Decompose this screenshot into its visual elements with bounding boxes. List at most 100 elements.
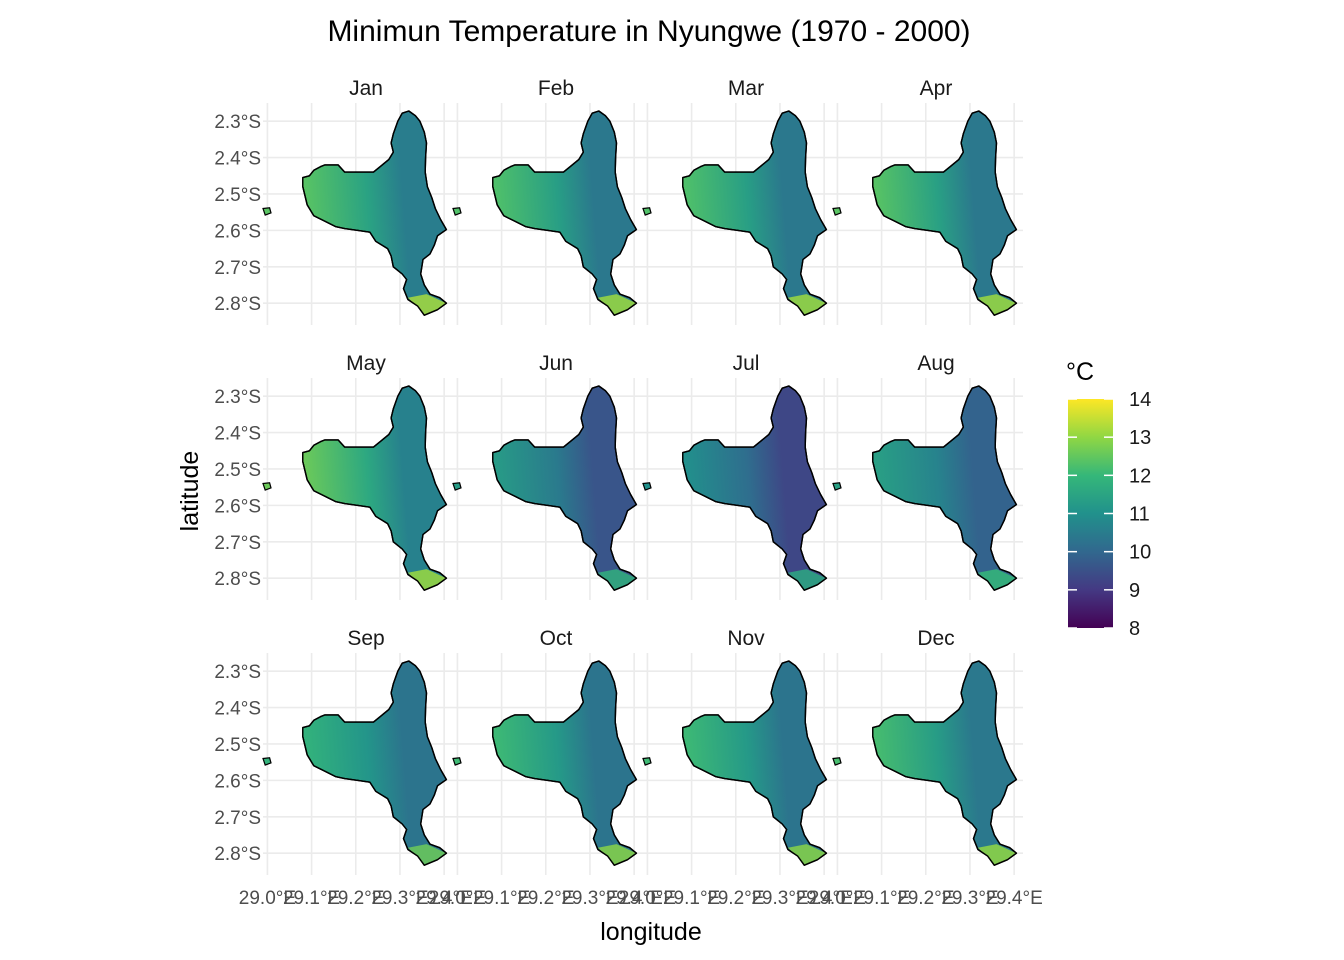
legend-tick-label: 10 [1129, 542, 1151, 564]
x-tick-label: 29.1°E [473, 888, 530, 909]
x-tick-label: 29.4°E [606, 888, 663, 909]
facet-dec: Dec 29.0°E29.1°E29.2°E29.3°E29.4°E [809, 627, 1043, 909]
south-tip-raster [597, 294, 637, 316]
facet-jan: Jan 2.3°S 2.4°S 2.5°S 2.6°S 2.7°S 2.8°S [214, 77, 453, 325]
x-tick-label: 29.0°E [809, 888, 866, 909]
facet-label-may: May [346, 352, 386, 375]
x-tick-label: 29.0°E [619, 888, 676, 909]
islet-raster [452, 757, 462, 766]
facet-label-sep: Sep [347, 627, 384, 650]
south-tip-raster [407, 844, 447, 866]
y-tick-label: 2.5°S [214, 460, 261, 481]
legend-tick-label: 9 [1129, 580, 1140, 602]
facet-label-jul: Jul [733, 352, 760, 375]
y-tick-label: 2.4°S [214, 699, 261, 720]
x-tick-label: 29.2°E [707, 888, 764, 909]
facet-label-jun: Jun [539, 352, 573, 375]
facet-aug: Aug [832, 352, 1023, 600]
south-tip-raster [977, 844, 1017, 866]
legend-tick-label: 12 [1129, 465, 1151, 487]
islet-raster [452, 482, 462, 491]
islet-raster [642, 757, 652, 766]
region-outline [302, 660, 448, 866]
legend-tick-label: 11 [1129, 504, 1150, 526]
facet-feb: Feb [452, 77, 643, 325]
south-tip-raster [407, 294, 447, 316]
region-outline [682, 110, 828, 316]
y-tick-label: 2.3°S [214, 387, 261, 408]
legend-ticks: 14 13 12 11 10 9 8 [1068, 389, 1151, 640]
legend-title: °C [1066, 358, 1094, 386]
legend-tick-label: 14 [1129, 389, 1151, 411]
facet-nov: Nov 29.0°E29.1°E29.2°E29.3°E29.4°E [619, 627, 853, 909]
y-tick-label: 2.3°S [214, 662, 261, 683]
y-tick-label: 2.7°S [214, 808, 261, 829]
south-tip-raster [597, 569, 637, 591]
region-outline [302, 110, 448, 316]
facet-label-aug: Aug [917, 352, 954, 375]
y-axis-label: latitude [176, 451, 204, 532]
facet-label-apr: Apr [920, 77, 953, 100]
x-tick-label: 29.4°E [986, 888, 1043, 909]
y-tick-label: 2.7°S [214, 258, 261, 279]
y-tick-label: 2.8°S [214, 294, 261, 315]
facet-label-jan: Jan [349, 77, 383, 100]
facet-label-dec: Dec [917, 627, 954, 650]
islet-raster [452, 207, 462, 216]
islet-raster [262, 757, 272, 766]
facet-jul: Jul [642, 352, 833, 600]
y-tick-label: 2.8°S [214, 569, 261, 590]
y-tick-label: 2.4°S [214, 149, 261, 170]
x-tick-label: 29.1°E [853, 888, 910, 909]
south-tip-raster [977, 294, 1017, 316]
facet-label-oct: Oct [540, 627, 573, 650]
y-tick-label: 2.5°S [214, 735, 261, 756]
x-tick-label: 29.3°E [941, 888, 998, 909]
facet-oct: Oct 29.0°E29.1°E29.2°E29.3°E29.4°E [429, 627, 663, 909]
region-outline [492, 385, 638, 591]
x-tick-label: 29.1°E [663, 888, 720, 909]
x-tick-label: 29.1°E [283, 888, 340, 909]
color-legend: °C 14 13 12 11 10 9 8 [1066, 358, 1151, 640]
region-outline [872, 660, 1018, 866]
x-tick-label: 29.2°E [897, 888, 954, 909]
y-tick-label: 2.3°S [214, 112, 261, 133]
facet-label-nov: Nov [727, 627, 765, 650]
islet-raster [642, 207, 652, 216]
region-outline [492, 110, 638, 316]
x-tick-label: 29.0°E [239, 888, 296, 909]
y-tick-label: 2.4°S [214, 424, 261, 445]
facet-panels: Jan 2.3°S 2.4°S 2.5°S 2.6°S 2.7°S 2.8°S Feb Mar A… [214, 77, 1042, 909]
x-tick-label: 29.3°E [561, 888, 618, 909]
facet-jun: Jun [452, 352, 643, 600]
facet-sep: Sep2.3°S2.4°S2.5°S2.6°S2.7°S2.8°S29.0°E2… [214, 627, 472, 909]
facet-label-mar: Mar [728, 77, 764, 100]
region-outline [492, 660, 638, 866]
y-tick-label: 2.8°S [214, 844, 261, 865]
south-tip-raster [597, 844, 637, 866]
chart-title: Minimun Temperature in Nyungwe (1970 - 2… [327, 15, 970, 48]
y-tick-label: 2.5°S [214, 185, 261, 206]
x-tick-label: 29.2°E [517, 888, 574, 909]
y-tick-label: 2.7°S [214, 533, 261, 554]
region-outline [682, 385, 828, 591]
islet-raster [832, 757, 842, 766]
x-tick-label: 29.0°E [429, 888, 486, 909]
x-tick-label: 29.2°E [327, 888, 384, 909]
region-outline [872, 385, 1018, 591]
south-tip-raster [407, 569, 447, 591]
x-tick-label: 29.4°E [796, 888, 853, 909]
region-outline [872, 110, 1018, 316]
y-tick-label: 2.6°S [214, 496, 261, 517]
south-tip-raster [787, 294, 827, 316]
islet-raster [262, 207, 272, 216]
facet-apr: Apr [832, 77, 1023, 325]
south-tip-raster [787, 569, 827, 591]
region-outline [302, 385, 448, 591]
legend-tick-label: 8 [1129, 618, 1140, 640]
islet-raster [262, 482, 272, 491]
y-tick-label: 2.6°S [214, 771, 261, 792]
islet-raster [832, 207, 842, 216]
facet-mar: Mar [642, 77, 833, 325]
